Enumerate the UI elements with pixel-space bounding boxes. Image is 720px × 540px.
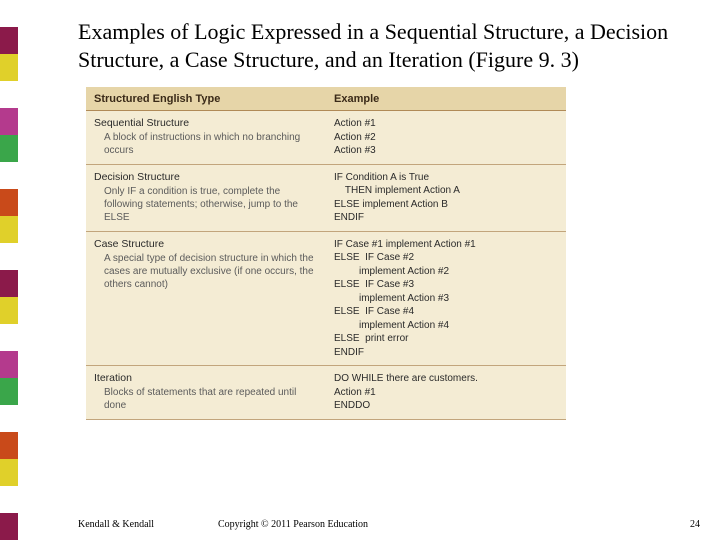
section-left: Decision Structure Only IF a condition is…: [86, 171, 326, 225]
sidebar-square: [0, 459, 18, 486]
sidebar-square: [0, 0, 18, 27]
example-line: implement Action #3: [334, 292, 558, 306]
header-type: Structured English Type: [86, 87, 326, 110]
example-line: implement Action #2: [334, 265, 558, 279]
section-title: Sequential Structure: [94, 117, 318, 129]
example-line: IF Condition A is True: [334, 171, 558, 185]
section-example: Action #1Action #2Action #3: [326, 117, 566, 158]
example-line: ELSE implement Action B: [334, 198, 558, 212]
section-left: Case Structure A special type of decision…: [86, 238, 326, 360]
example-line: ELSE print error: [334, 332, 558, 346]
section-left: Sequential Structure A block of instructi…: [86, 117, 326, 158]
sidebar-square: [0, 378, 18, 405]
figure-section: Iteration Blocks of statements that are r…: [86, 366, 566, 420]
figure-header-row: Structured English Type Example: [86, 87, 566, 111]
section-title: Decision Structure: [94, 171, 318, 183]
figure-section: Decision Structure Only IF a condition is…: [86, 165, 566, 232]
sidebar-square: [0, 324, 18, 351]
slide-title: Examples of Logic Expressed in a Sequent…: [78, 18, 690, 73]
section-description: Blocks of statements that are repeated u…: [94, 386, 318, 412]
figure-table: Structured English Type Example Sequenti…: [86, 87, 566, 420]
example-line: Action #1: [334, 386, 558, 400]
sidebar-square: [0, 405, 18, 432]
example-line: Action #2: [334, 131, 558, 145]
sidebar-square: [0, 108, 18, 135]
footer-copyright: Copyright © 2011 Pearson Education: [218, 519, 670, 530]
sidebar-square: [0, 297, 18, 324]
section-example: DO WHILE there are customers.Action #1EN…: [326, 372, 566, 413]
example-line: ELSE IF Case #4: [334, 305, 558, 319]
section-description: A special type of decision structure in …: [94, 252, 318, 291]
section-example: IF Case #1 implement Action #1ELSE IF Ca…: [326, 238, 566, 360]
sidebar-square: [0, 162, 18, 189]
sidebar-square: [0, 81, 18, 108]
sidebar-square: [0, 486, 18, 513]
figure-section: Case Structure A special type of decision…: [86, 232, 566, 367]
section-description: A block of instructions in which no bran…: [94, 131, 318, 157]
example-line: ENDIF: [334, 211, 558, 225]
example-line: Action #1: [334, 117, 558, 131]
sidebar-square: [0, 189, 18, 216]
example-line: DO WHILE there are customers.: [334, 372, 558, 386]
section-description: Only IF a condition is true, complete th…: [94, 185, 318, 224]
example-line: IF Case #1 implement Action #1: [334, 238, 558, 252]
section-title: Iteration: [94, 372, 318, 384]
footer-author: Kendall & Kendall: [78, 519, 218, 530]
example-line: ELSE IF Case #3: [334, 278, 558, 292]
sidebar-square: [0, 54, 18, 81]
sidebar-square: [0, 513, 18, 540]
example-line: ELSE IF Case #2: [334, 251, 558, 265]
section-left: Iteration Blocks of statements that are r…: [86, 372, 326, 413]
sidebar-square: [0, 243, 18, 270]
decorative-sidebar: [0, 0, 18, 540]
header-example: Example: [326, 87, 566, 110]
example-line: implement Action #4: [334, 319, 558, 333]
example-line: ENDIF: [334, 346, 558, 360]
slide-footer: Kendall & Kendall Copyright © 2011 Pears…: [78, 519, 700, 530]
sidebar-square: [0, 270, 18, 297]
section-example: IF Condition A is True THEN implement Ac…: [326, 171, 566, 225]
sidebar-square: [0, 216, 18, 243]
sidebar-square: [0, 351, 18, 378]
figure-section: Sequential Structure A block of instructi…: [86, 111, 566, 165]
footer-page-number: 24: [670, 519, 700, 530]
sidebar-square: [0, 432, 18, 459]
slide-content: Examples of Logic Expressed in a Sequent…: [18, 0, 720, 540]
example-line: ENDDO: [334, 399, 558, 413]
section-title: Case Structure: [94, 238, 318, 250]
sidebar-square: [0, 135, 18, 162]
example-line: THEN implement Action A: [334, 184, 558, 198]
example-line: Action #3: [334, 144, 558, 158]
sidebar-square: [0, 27, 18, 54]
